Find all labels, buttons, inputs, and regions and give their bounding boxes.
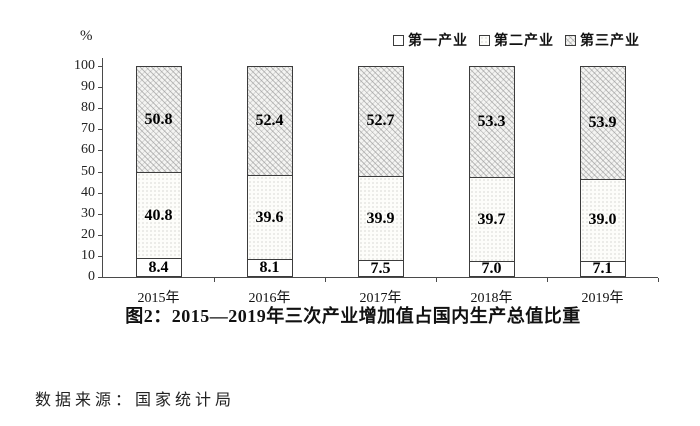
- x-axis-category-label: 2015年: [137, 291, 180, 306]
- bar-value-label: 39.7: [477, 210, 506, 228]
- bar-segment-第二产业: 39.9: [357, 176, 404, 262]
- bar-segment-第二产业: 39.6: [246, 176, 293, 260]
- legend-label: 第三产业: [580, 32, 640, 48]
- bar-value-label: 39.6: [255, 208, 284, 226]
- y-axis-tick-label: 80: [81, 100, 95, 116]
- bar-value-label: 8.4: [148, 258, 169, 276]
- y-axis-tick-label: 50: [81, 163, 95, 179]
- y-axis-tick: [98, 108, 102, 110]
- chart-legend: 第一产业 第二产业 第三产业: [393, 30, 640, 50]
- bar-segment-第一产业: 8.4: [135, 258, 182, 277]
- stacked-bar-chart: % 第一产业 第二产业 第三产业 0 10 20 30 40 50 60 70 80 90 100 50.…: [74, 28, 659, 326]
- bar-value-label: 52.4: [255, 112, 284, 130]
- bar-segment-第三产业: 50.8: [135, 66, 182, 174]
- y-axis-unit-label: %: [80, 28, 93, 44]
- bar-value-label: 53.9: [588, 113, 617, 131]
- bar-value-label: 53.3: [477, 113, 506, 131]
- bar-segment-第二产业: 40.8: [135, 173, 182, 260]
- legend-label: 第二产业: [494, 32, 554, 48]
- bar-value-label: 39.0: [588, 211, 617, 229]
- bar-segment-第二产业: 39.7: [468, 178, 515, 263]
- x-axis-category-label: 2016年: [248, 291, 291, 306]
- x-axis-tick: [325, 278, 326, 282]
- bar-value-label: 8.1: [259, 258, 280, 276]
- y-axis-tick: [98, 255, 102, 257]
- legend-swatch-icon: [479, 34, 490, 46]
- y-axis-tick: [98, 192, 102, 194]
- bar-value-label: 39.9: [366, 209, 395, 227]
- legend-item-第一产业: 第一产业: [393, 30, 468, 50]
- y-axis-tick-label: 10: [81, 247, 95, 263]
- legend-item-第二产业: 第二产业: [479, 30, 554, 50]
- bar-value-label: 7.0: [481, 260, 502, 278]
- legend-swatch-icon: [393, 34, 404, 46]
- bar-segment-第一产业: 7.1: [579, 260, 626, 277]
- bar-segment-第三产业: 52.4: [246, 65, 293, 177]
- y-axis-tick: [98, 171, 102, 173]
- bar-value-label: 40.8: [144, 206, 173, 224]
- x-axis-tick: [436, 278, 437, 282]
- bar-segment-第二产业: 39.0: [579, 179, 626, 262]
- y-axis-tick-label: 0: [88, 269, 95, 284]
- bar-segment-第一产业: 7.5: [357, 259, 404, 277]
- bar-value-label: 52.7: [366, 112, 395, 130]
- bar-segment-第三产业: 53.3: [468, 66, 515, 179]
- y-axis-tick: [98, 87, 102, 89]
- bar-segment-第三产业: 52.7: [357, 65, 404, 177]
- y-axis-tick: [98, 234, 102, 236]
- y-axis-tick-label: 40: [81, 184, 95, 200]
- legend-item-第三产业: 第三产业: [565, 30, 640, 50]
- bar-segment-第一产业: 8.1: [246, 258, 293, 277]
- y-axis-tick-label: 100: [74, 58, 95, 73]
- bar-value-label: 7.5: [370, 259, 391, 277]
- x-axis-category-label: 2019年: [581, 291, 624, 306]
- y-axis-tick-label: 30: [81, 205, 95, 221]
- legend-label: 第一产业: [408, 32, 468, 48]
- bar-segment-第三产业: 53.9: [579, 66, 626, 180]
- x-axis-tick: [658, 278, 659, 282]
- chart-caption: 图2：2015—2019年三次产业增加值占国内生产总值比重: [125, 306, 581, 326]
- x-axis-tick: [214, 278, 215, 282]
- bar-segment-第一产业: 7.0: [468, 260, 515, 278]
- y-axis-tick-label: 90: [81, 79, 95, 95]
- y-axis-tick: [98, 129, 102, 131]
- y-axis-tick: [98, 66, 102, 67]
- x-axis-category-label: 2017年: [359, 291, 402, 306]
- y-axis-tick: [98, 150, 102, 152]
- y-axis-line: [102, 58, 103, 278]
- bar-value-label: 7.1: [592, 260, 613, 277]
- y-axis-tick-label: 20: [81, 226, 95, 242]
- data-source-note: 数据来源：国家统计局: [35, 392, 236, 409]
- bar-value-label: 50.8: [144, 110, 173, 128]
- y-axis-tick-label: 70: [81, 121, 95, 137]
- y-axis-tick: [98, 277, 102, 278]
- x-axis-tick: [547, 278, 548, 282]
- y-axis-tick-label: 60: [81, 142, 95, 158]
- legend-swatch-icon: [565, 34, 576, 46]
- y-axis-tick: [98, 213, 102, 215]
- x-axis-category-label: 2018年: [470, 291, 513, 306]
- x-axis-line: [102, 277, 658, 278]
